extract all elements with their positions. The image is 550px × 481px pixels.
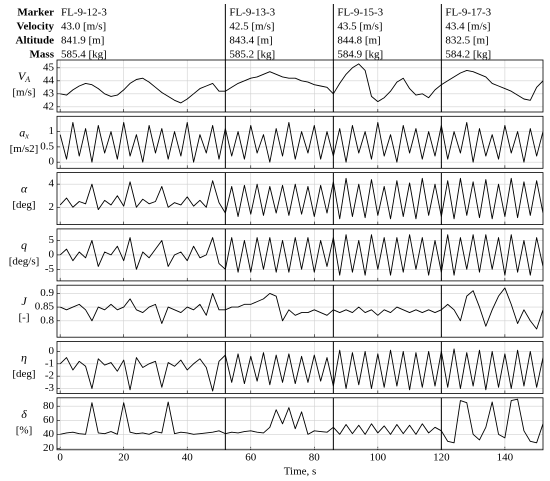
y-tick-label: 60 — [43, 414, 55, 426]
header-value: 843.4 [m] — [229, 35, 272, 47]
y-tick-label: 80 — [43, 400, 55, 412]
y-tick-label: 44 — [43, 74, 55, 86]
axes-frame — [56, 341, 544, 394]
y-tick-label: 0.5 — [40, 140, 54, 152]
y-tick-label: 0.85 — [35, 301, 55, 313]
y-label-unit: [m/s] — [12, 87, 35, 99]
header-value: FL-9-15-3 — [337, 7, 383, 19]
data-line — [60, 63, 543, 104]
plot-area — [60, 63, 543, 104]
axes-frame — [56, 59, 544, 113]
y-label-symbol-text: η — [21, 350, 27, 364]
data-line — [59, 177, 543, 220]
axes-frame — [56, 228, 544, 282]
y-label-symbol: η — [21, 350, 27, 364]
header-value: 43.5 [m/s] — [337, 21, 382, 33]
data-line — [60, 287, 543, 330]
y-label-symbol-text: J — [21, 294, 27, 308]
y-label-unit: [deg] — [12, 368, 35, 380]
y-label-symbol-text: a — [19, 125, 25, 139]
y-label-unit: [deg] — [12, 199, 35, 211]
y-label-symbol: α — [21, 181, 28, 195]
y-tick-label: 0 — [49, 156, 55, 168]
header-value: 43.0 [m/s] — [61, 21, 106, 33]
y-tick-label: 4 — [49, 178, 55, 190]
plot-area — [60, 287, 543, 330]
x-tick-label: 40 — [182, 451, 194, 463]
x-tick-label: 60 — [245, 451, 257, 463]
header-value: FL-9-13-3 — [229, 7, 275, 19]
data-line — [59, 121, 543, 163]
y-label-symbol: J — [21, 294, 27, 308]
header-value: 584.9 [kg] — [337, 49, 383, 61]
y-label-symbol: ax — [19, 125, 29, 140]
header: Marker Velocity Altitude Mass — [16, 7, 55, 61]
y-tick-label: 5 — [49, 234, 55, 246]
x-tick-label: 0 — [57, 451, 63, 463]
y-label-unit: [deg/s] — [9, 255, 40, 267]
y-tick-label: 45 — [43, 61, 55, 73]
axes-frame — [56, 115, 544, 169]
header-value: 43.4 [m/s] — [445, 21, 490, 33]
y-tick-label: -3 — [45, 382, 55, 394]
plot-area — [59, 234, 543, 276]
plot-area — [60, 398, 543, 444]
y-tick-label: 0.9 — [40, 287, 54, 299]
y-tick-label: -5 — [45, 263, 55, 275]
y-label-unit: [-] — [19, 312, 30, 324]
y-tick-label: 0 — [49, 248, 55, 260]
x-tick-label: 140 — [497, 451, 514, 463]
header-value: 585.4 [kg] — [61, 49, 107, 61]
plot-area — [59, 121, 543, 163]
header-label: Velocity — [17, 21, 55, 33]
header-value: 584.2 [kg] — [445, 49, 491, 61]
x-tick-label: 20 — [118, 451, 130, 463]
y-label-symbol-text: α — [21, 181, 28, 195]
y-label-subscript: A — [24, 75, 30, 84]
header-label: Marker — [17, 7, 54, 19]
axes-frame — [56, 397, 544, 451]
x-tick-label: 120 — [433, 451, 450, 463]
y-label-symbol: δ — [21, 407, 27, 421]
y-tick-label: -1 — [45, 357, 54, 369]
y-label-subscript: x — [24, 131, 29, 140]
data-line — [59, 348, 543, 392]
y-tick-label: -2 — [45, 370, 54, 382]
y-label-unit: [m/s2] — [10, 143, 39, 155]
data-line — [60, 398, 543, 444]
y-label-symbol: q — [21, 238, 27, 252]
header-value: FL-9-17-3 — [445, 7, 491, 19]
header-label: Mass — [30, 49, 55, 61]
y-tick-label: 1 — [49, 125, 55, 137]
header-value: 841.9 [m] — [61, 35, 104, 47]
y-tick-label: 40 — [43, 428, 55, 440]
axes-frame — [56, 172, 544, 226]
header-label: Altitude — [16, 35, 55, 47]
header-value: 585.2 [kg] — [229, 49, 275, 61]
plot-area — [59, 177, 543, 220]
y-label-symbol-text: δ — [21, 407, 27, 421]
y-tick-label: 0 — [49, 345, 55, 357]
header-value: 42.5 [m/s] — [229, 21, 274, 33]
header-value: 832.5 [m] — [445, 35, 488, 47]
x-tick-label: 80 — [309, 451, 321, 463]
y-label-symbol-text: q — [21, 238, 27, 252]
x-tick-label: 100 — [370, 451, 387, 463]
y-label-symbol-text: V — [18, 69, 27, 83]
y-tick-label: 0.8 — [40, 314, 54, 326]
axes-frame — [56, 284, 544, 338]
y-tick-label: 2 — [49, 201, 55, 213]
header-value: FL-9-12-3 — [61, 7, 107, 19]
plot-area — [59, 348, 543, 392]
data-line — [59, 234, 543, 276]
y-tick-label: 43 — [43, 87, 55, 99]
x-axis-label: Time, s — [284, 465, 317, 477]
y-label-unit: [%] — [16, 424, 33, 436]
y-tick-label: 42 — [43, 100, 54, 112]
y-label-symbol: VA — [18, 69, 30, 84]
y-tick-label: 20 — [43, 442, 55, 454]
header-value: 844.8 [m] — [337, 35, 380, 47]
